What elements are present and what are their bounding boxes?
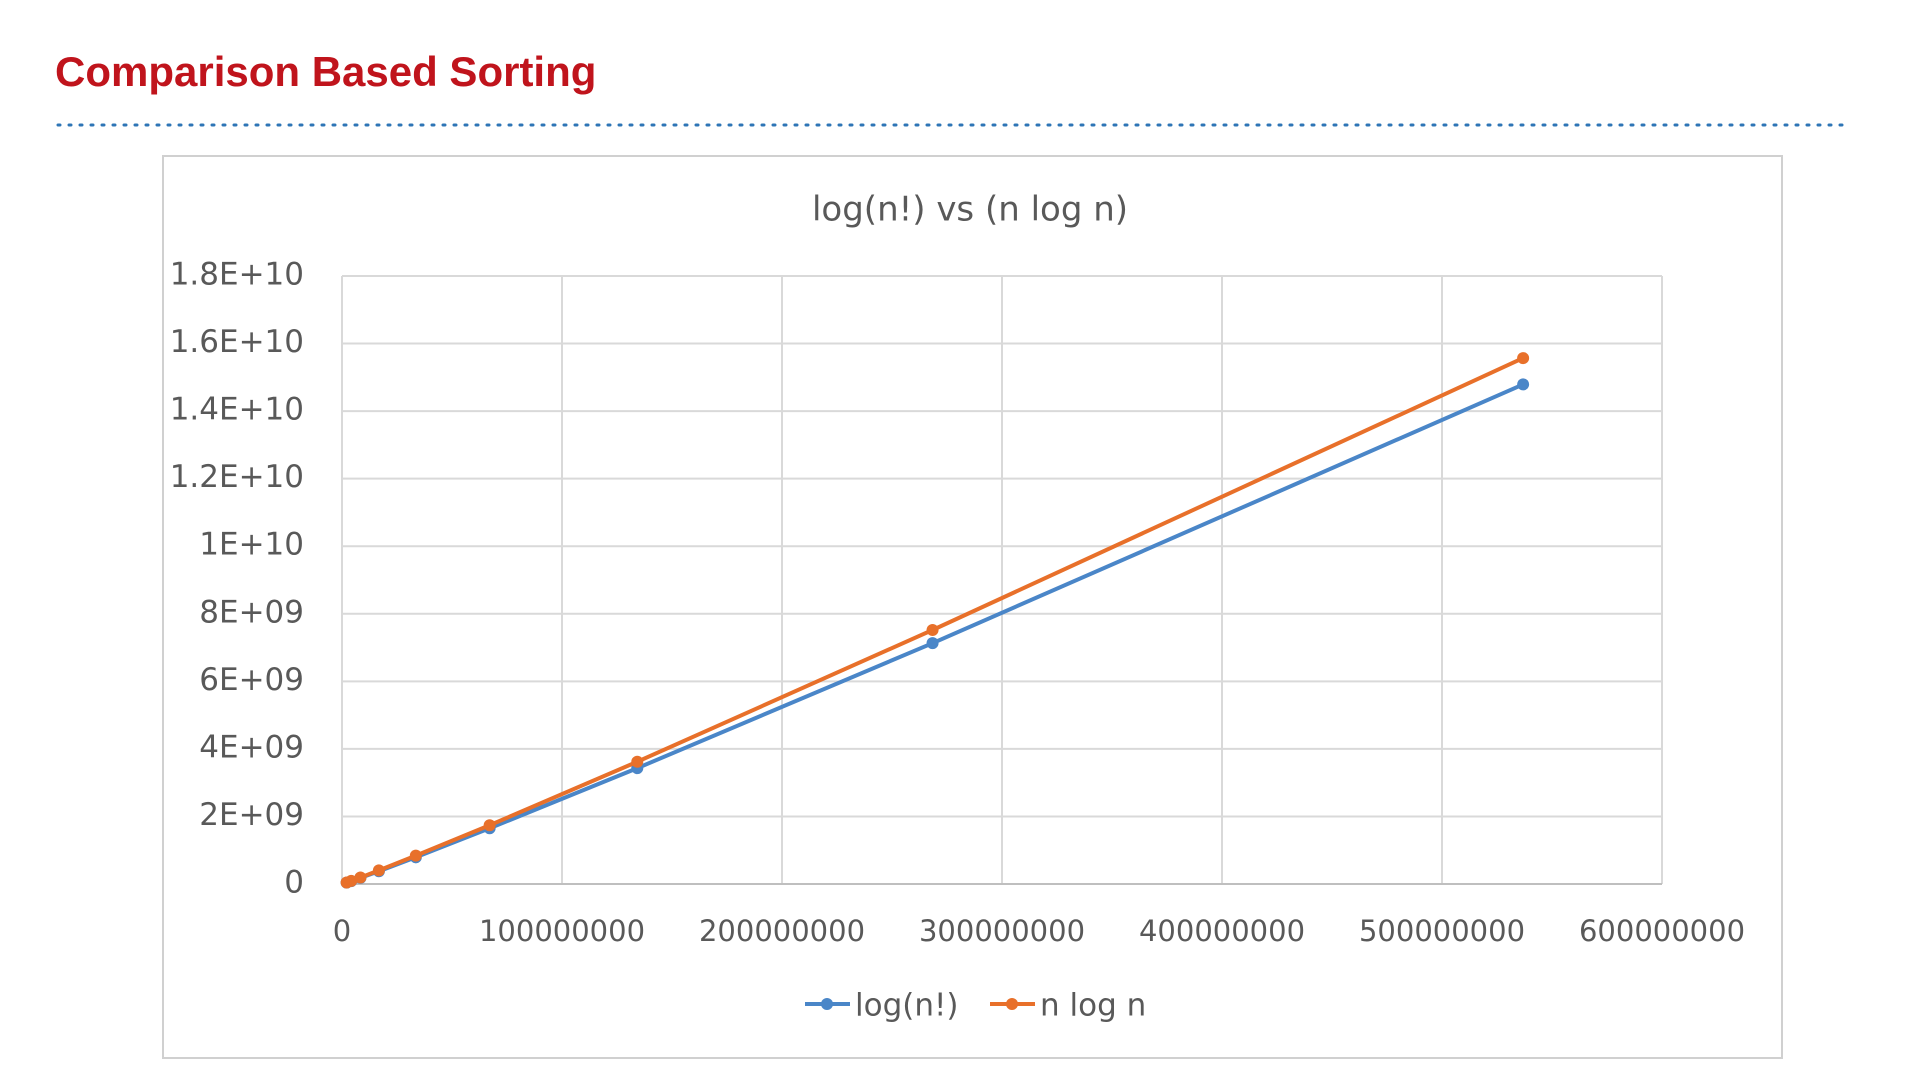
x-tick-label: 500000000 xyxy=(1359,914,1525,948)
data-point xyxy=(409,849,422,862)
y-tick-label: 8E+09 xyxy=(199,594,304,630)
data-point xyxy=(354,871,367,884)
legend-label: log(n!) xyxy=(855,988,959,1024)
x-tick-label: 600000000 xyxy=(1579,914,1745,948)
legend-marker xyxy=(821,998,833,1010)
data-point xyxy=(1517,378,1530,391)
data-point xyxy=(926,637,939,650)
y-tick-label: 4E+09 xyxy=(199,729,304,765)
data-point xyxy=(926,623,939,636)
x-tick-label: 0 xyxy=(333,914,351,948)
slide-title: Comparison Based Sorting xyxy=(55,48,596,95)
data-point xyxy=(483,819,496,832)
x-tick-label: 300000000 xyxy=(919,914,1085,948)
legend-label: n log n xyxy=(1040,988,1146,1024)
data-point xyxy=(345,874,358,887)
y-tick-label: 1E+10 xyxy=(199,527,304,563)
y-tick-label: 1.2E+10 xyxy=(170,459,304,495)
x-tick-label: 200000000 xyxy=(699,914,865,948)
y-tick-label: 6E+09 xyxy=(199,662,304,698)
x-tick-label: 400000000 xyxy=(1139,914,1305,948)
y-tick-label: 1.4E+10 xyxy=(170,392,304,428)
x-tick-label: 100000000 xyxy=(479,914,645,948)
chart-title: log(n!) vs (n log n) xyxy=(812,190,1128,230)
legend-marker xyxy=(1006,998,1018,1010)
data-point xyxy=(1517,352,1530,365)
data-point xyxy=(631,755,644,768)
y-tick-label: 2E+09 xyxy=(199,797,304,833)
y-tick-label: 1.8E+10 xyxy=(170,257,304,293)
y-tick-label: 1.6E+10 xyxy=(170,324,304,360)
y-tick-label: 0 xyxy=(284,865,304,901)
data-point xyxy=(372,864,385,877)
chart-frame xyxy=(162,155,1783,1059)
